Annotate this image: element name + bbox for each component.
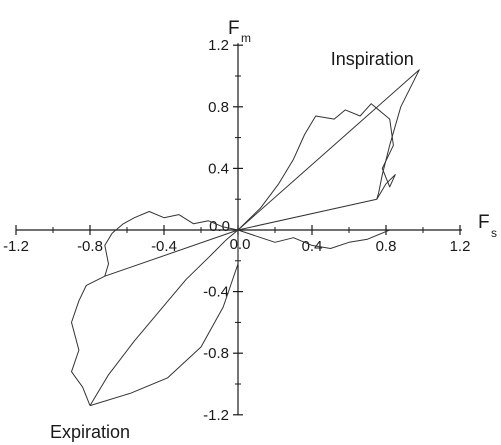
series-line-8 xyxy=(89,230,239,407)
y-tick-label: 0.8 xyxy=(208,99,229,116)
tick-labels: -1.2 -0.8 -0.4 0.4 0.8 1.2 -1.2 -0.8 -0.4 0.4 0.8 1… xyxy=(3,37,470,424)
series-line-4 xyxy=(104,211,239,277)
series-line-7 xyxy=(104,229,239,277)
x-tick-label: 0.0 xyxy=(230,236,251,253)
ticks xyxy=(15,44,461,416)
series-line-5 xyxy=(71,275,106,406)
y-axis-title-subscript: m xyxy=(241,31,251,45)
y-tick-label: -0.4 xyxy=(203,284,229,301)
series-line-3 xyxy=(237,69,420,231)
y-tick-label: 1.2 xyxy=(208,37,229,54)
x-tick-label: -0.4 xyxy=(151,238,177,255)
series-group xyxy=(71,69,420,407)
x-tick-label: 1.2 xyxy=(450,238,471,255)
annotation-expiration: Expiration xyxy=(50,422,130,442)
x-tick-label: -1.2 xyxy=(3,238,29,255)
series-line-2 xyxy=(237,103,396,231)
y-tick-label: 0.0 xyxy=(209,218,230,235)
y-tick-label: -0.8 xyxy=(203,345,229,362)
y-tick-label: -1.2 xyxy=(203,407,229,424)
annotation-inspiration: Inspiration xyxy=(331,49,414,69)
y-tick-label: 0.4 xyxy=(208,160,229,177)
y-axis-title: F xyxy=(228,18,240,39)
x-axis-title: F xyxy=(478,212,490,233)
x-axis-title-subscript: s xyxy=(491,226,497,240)
x-tick-label: 0.4 xyxy=(302,238,323,255)
x-tick-label: 0.8 xyxy=(376,238,397,255)
x-tick-label: -0.8 xyxy=(77,238,103,255)
series-line-1 xyxy=(237,229,390,249)
series-line-6 xyxy=(89,229,239,406)
